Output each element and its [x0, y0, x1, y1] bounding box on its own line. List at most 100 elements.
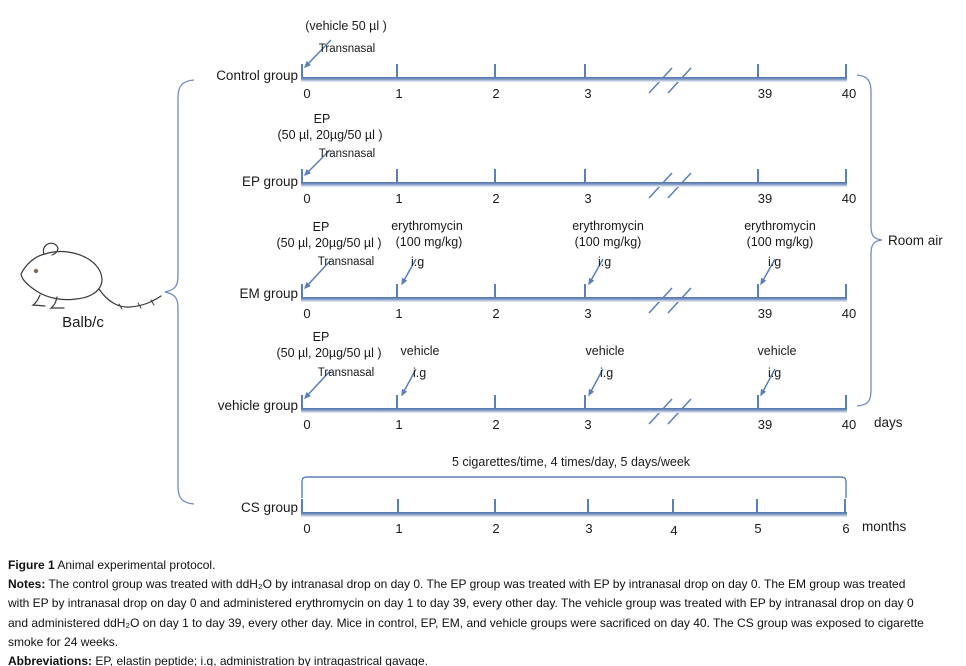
tick-day-40: [845, 284, 847, 297]
group-label-vehicle: vehicle group: [217, 398, 298, 413]
tick-label: 40: [841, 417, 857, 432]
group-label-em: EM group: [239, 286, 298, 301]
tick-label: 0: [303, 521, 311, 536]
caption-abbreviations: Abbreviations: EP, elastin peptide; i.g,…: [8, 652, 960, 666]
vehicle-drug-route-label-3: i.g: [768, 366, 782, 380]
ep-agent-label: EP: [313, 112, 331, 126]
tick-day-2: [494, 395, 496, 408]
vehicle-drug-route-label-2: i.g: [600, 366, 614, 380]
tick-label: 5: [754, 521, 762, 536]
ep-dose-label: (50 µl, 20µg/50 µl ): [277, 128, 383, 142]
tick-label: 40: [841, 86, 857, 101]
em-drug-label-2: erythromycin: [572, 219, 644, 233]
caption-notes-3: and administered ddH₂O on day 1 to day 3…: [8, 615, 924, 630]
em-drug-route-label-1: i.g: [411, 255, 425, 269]
tick-month-3: [587, 499, 589, 512]
tick-label: 3: [584, 191, 592, 206]
tick-label: 1: [395, 306, 403, 321]
vehicle-route-label: Transnasal: [317, 367, 375, 379]
axis-break-icon: [648, 67, 692, 425]
tick-day-40: [845, 64, 847, 77]
mouse-eye: [33, 268, 39, 274]
tick-day-2: [494, 64, 496, 77]
tick-label: 1: [395, 86, 403, 101]
tick-label: 39: [757, 86, 773, 101]
cs-exposure-bracket: [301, 476, 847, 498]
group-label-ep: EP group: [241, 174, 298, 189]
tick-label: 1: [395, 521, 403, 536]
tick-day-0: [301, 395, 303, 408]
vehicle-drug-route-label-1: i.g: [413, 366, 427, 380]
tick-label: 2: [492, 306, 500, 321]
tick-day-1: [396, 395, 398, 408]
caption-notes-4: smoke for 24 weeks.: [8, 634, 119, 649]
tick-day-39: [757, 64, 759, 77]
tick-day-2: [494, 284, 496, 297]
room-air-label: Room air: [888, 233, 943, 248]
caption-notes-bold: Notes:: [8, 577, 46, 592]
tick-label: 3: [584, 86, 592, 101]
room-air-brace: [856, 74, 883, 407]
tick-day-39: [757, 284, 759, 297]
em-drug-dose-label-2: (100 mg/kg): [574, 235, 642, 249]
em-drug-dose-label-3: (100 mg/kg): [746, 235, 814, 249]
tick-day-3: [584, 395, 586, 408]
vehicle-dose-label: (50 µl, 20µg/50 µl ): [276, 346, 382, 360]
tick-day-1: [396, 284, 398, 297]
em-route-label: Transnasal: [317, 256, 375, 268]
tick-month-5: [756, 499, 758, 512]
em-drug-dose-label-1: (100 mg/kg): [395, 235, 463, 249]
day-axis-unit: days: [874, 415, 903, 430]
caption-notes-1: Notes: The control group was treated wit…: [8, 577, 906, 592]
tick-day-2: [494, 169, 496, 182]
tick-day-0: [301, 169, 303, 182]
timeline-ep: [301, 182, 847, 187]
control-route-label: Transnasal: [318, 43, 376, 55]
tick-label: 39: [757, 417, 773, 432]
figure-caption: Figure 1 Animal experimental protocol. N…: [8, 556, 960, 666]
administration-arrows: [303, 39, 776, 400]
tick-month-1: [397, 499, 399, 512]
tick-label: 39: [757, 191, 773, 206]
group-label-control: Control group: [216, 68, 298, 83]
tick-month-2: [494, 499, 496, 512]
tick-month-4: [672, 499, 674, 512]
vehicle-agent-label: EP: [312, 330, 330, 344]
control-dose-label: (vehicle 50 µl ): [305, 19, 387, 33]
tick-month-6: [844, 499, 846, 512]
tick-label: 1: [395, 191, 403, 206]
tick-day-3: [584, 169, 586, 182]
caption-notes-2: with EP by intranasal drop on day 0 and …: [8, 596, 914, 611]
cs-exposure-label: 5 cigarettes/time, 4 times/day, 5 days/w…: [451, 455, 691, 469]
strain-label: Balb/c: [62, 314, 104, 331]
tick-day-1: [396, 169, 398, 182]
tick-day-39: [757, 169, 759, 182]
tick-label: 39: [757, 306, 773, 321]
tick-label: 2: [492, 191, 500, 206]
timeline-vehicle: [301, 408, 847, 413]
tick-label: 2: [492, 417, 500, 432]
em-drug-label-1: erythromycin: [391, 219, 463, 233]
timeline-control: [301, 77, 847, 82]
timeline-em: [301, 297, 847, 302]
tick-label: 2: [492, 521, 500, 536]
vehicle-drug-label-1: vehicle: [400, 344, 440, 358]
tick-label: 0: [303, 417, 311, 432]
tick-day-1: [396, 64, 398, 77]
tick-label: 40: [841, 306, 857, 321]
tick-label: 3: [585, 521, 593, 536]
month-axis-unit: months: [862, 519, 907, 534]
caption-abbrev-bold: Abbreviations:: [8, 654, 93, 666]
tick-day-40: [845, 169, 847, 182]
vehicle-drug-label-2: vehicle: [585, 344, 625, 358]
vehicle-drug-label-3: vehicle: [757, 344, 797, 358]
tick-day-0: [301, 64, 303, 77]
caption-title-bold: Figure 1: [8, 558, 55, 572]
tick-day-0: [301, 284, 303, 297]
tick-label: 0: [303, 306, 311, 321]
timeline-cs: [301, 512, 847, 517]
em-drug-route-label-2: i.g: [598, 255, 612, 269]
em-drug-route-label-3: i.g: [768, 255, 782, 269]
em-dose-label: (50 µl, 20µg/50 µl ): [276, 236, 382, 250]
